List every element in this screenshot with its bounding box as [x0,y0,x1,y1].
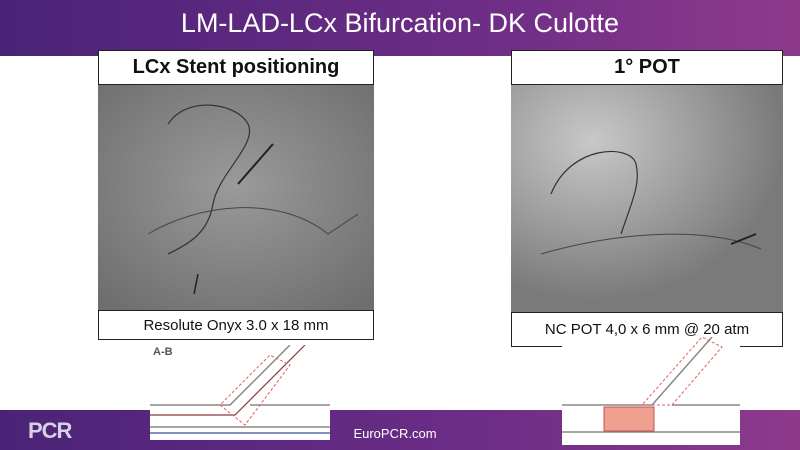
diagram-left [150,345,330,440]
angiogram-left [98,84,374,310]
diagram-label: A-B [153,346,173,358]
panel-heading: 1° POT [511,50,783,85]
footer-text: EuroPCR.com [353,426,437,441]
footer-logo: PCR [28,418,72,443]
panel-caption: Resolute Onyx 3.0 x 18 mm [98,310,374,340]
panel-heading: LCx Stent positioning [98,50,374,85]
title-bar [0,0,800,56]
diagram-right [562,337,740,445]
slide-title: LM-LAD-LCx Bifurcation- DK Culotte [180,8,620,38]
angiogram-right [511,84,783,312]
